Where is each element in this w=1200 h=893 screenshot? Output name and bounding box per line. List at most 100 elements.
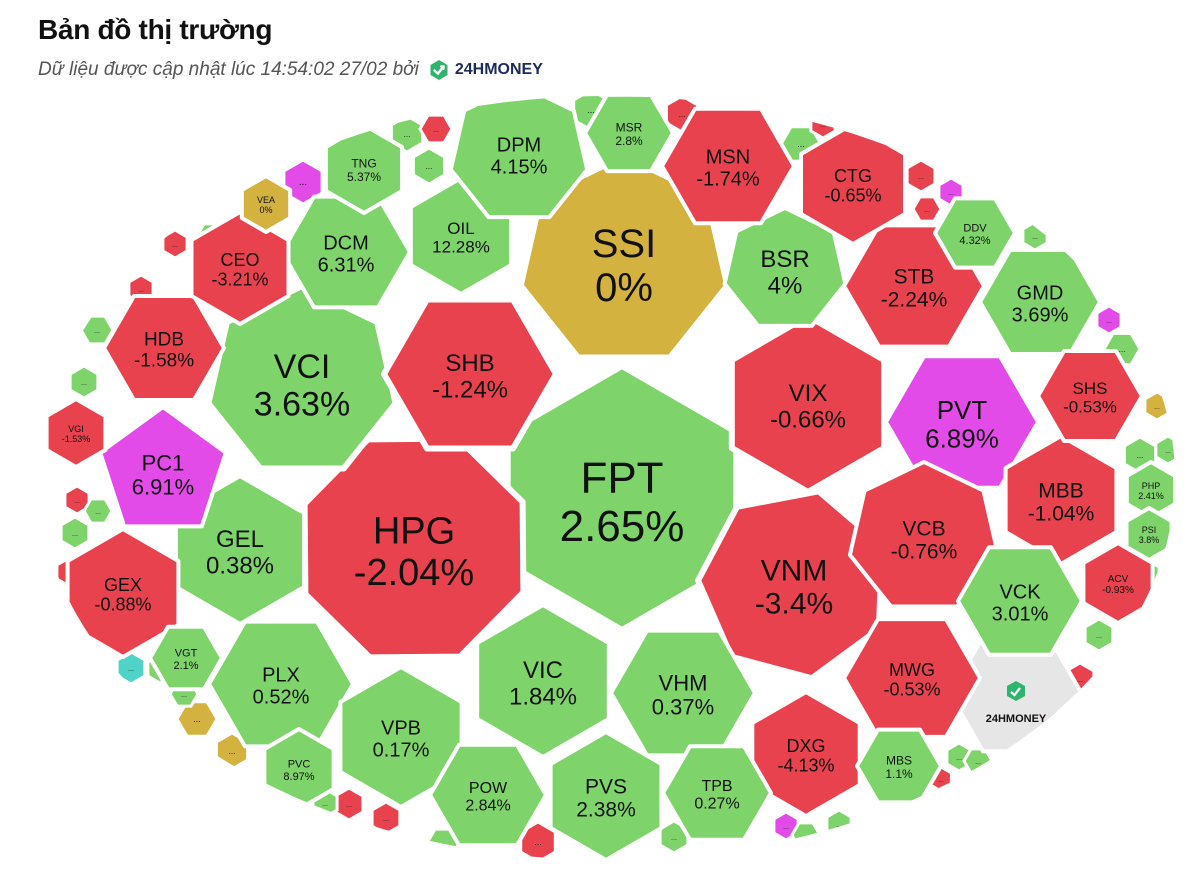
tile-mbb[interactable]: MBB-1.04% [1003,434,1119,566]
tile-change: 0.52% [253,687,310,709]
small-tile-label: ... [938,777,944,784]
tile-dxg[interactable]: DXG-4.13% [750,690,862,818]
brand-name: 24HMONEY [454,61,543,78]
small-tile-label: ... [426,162,433,171]
small-tile[interactable]: ... [905,158,937,194]
update-text: Dữ liệu được cập nhật lúc 14:54:02 27/02… [38,59,419,80]
tile-shape [65,527,181,659]
small-tile[interactable]: ... [282,158,324,206]
tile-acv[interactable]: ACV-0.93% [1081,541,1155,625]
tile-ticker: SHB [445,350,494,377]
small-tile[interactable]: ... [68,364,100,400]
small-tile[interactable]: ... [809,108,837,140]
tile-ticker: VEA [257,195,275,205]
small-tile[interactable]: ... [1137,602,1173,634]
small-tile[interactable]: ... [115,650,147,686]
small-tile[interactable]: ... [1115,647,1151,679]
tile-shape [847,460,1001,609]
small-tile-label: ... [440,839,446,848]
tile-mwg[interactable]: MWG-0.53% [842,617,982,739]
small-tile[interactable]: ... [82,497,114,525]
small-tile[interactable]: ... [418,113,454,145]
small-tile[interactable]: ... [63,484,91,516]
small-tile[interactable]: ... [1021,220,1049,252]
small-tile[interactable]: ... [1083,617,1115,653]
small-tile-label: ... [948,190,954,197]
small-tile-shape [809,108,837,140]
small-tile-label: ... [924,207,930,214]
small-tile-label: ... [172,242,178,249]
tile-ctg[interactable]: CTG-0.65% [799,122,907,246]
tile-shb[interactable]: SHB-1.24% [381,296,559,452]
small-tile-label: ... [95,509,101,516]
tile-change: 8.97% [283,771,314,783]
watermark-icon [1007,681,1025,701]
small-tile[interactable]: ... [825,808,853,840]
tile-ticker: VPB [381,718,421,740]
small-tile-label: ... [836,822,842,829]
small-tile-label: ... [346,800,352,809]
tile-ceo[interactable]: CEO-3.21% [189,210,291,326]
small-tile[interactable]: ... [1095,304,1123,336]
tile-shape [323,123,405,215]
tile-shape [98,405,228,529]
small-tile-label: ... [534,837,542,847]
small-tile[interactable]: ... [161,228,189,260]
tile-shape [1081,541,1155,625]
tile-change: 0% [595,266,653,310]
tile-shape [44,397,108,469]
tile-msn[interactable]: MSN-1.74% [660,106,796,226]
small-tile-label: ... [803,833,809,840]
tile-shs[interactable]: SHS-0.53% [1036,349,1144,443]
small-tile[interactable]: ... [1154,434,1180,466]
tile-ticker: BSR [760,246,809,273]
small-tile[interactable]: ... [790,821,822,849]
tile-ticker: PVC [288,759,311,771]
tile-change: 2.84% [465,798,510,815]
small-tile[interactable]: ... [411,146,447,186]
tile-change: 3.63% [254,385,350,423]
tile-vgi[interactable]: VGI-1.53% [44,397,108,469]
tile-gex[interactable]: GEX-0.88% [65,527,181,659]
tile-change: 2.38% [576,799,636,822]
small-tile[interactable]: ... [1164,344,1187,372]
tile-change: -4.13% [777,756,834,776]
small-tile[interactable]: ... [1143,390,1171,422]
tile-change: 5.37% [347,170,381,184]
tile-ticker: SHS [1073,379,1108,398]
small-tile[interactable]: ... [333,786,365,822]
tile-vix[interactable]: VIX-0.66% [728,313,888,495]
small-tile[interactable]: ... [59,515,91,551]
small-tile[interactable]: ... [370,800,402,836]
tile-change: -1.58% [134,351,194,372]
tile-vcb[interactable]: VCB-0.76% [847,460,1001,609]
tile-hdb[interactable]: HDB-1.58% [102,294,226,402]
small-tile[interactable]: ... [911,195,943,223]
tile-change: 0.38% [206,553,274,580]
tile-change: 0.37% [652,695,714,720]
tile-ticker: TNG [351,157,376,171]
